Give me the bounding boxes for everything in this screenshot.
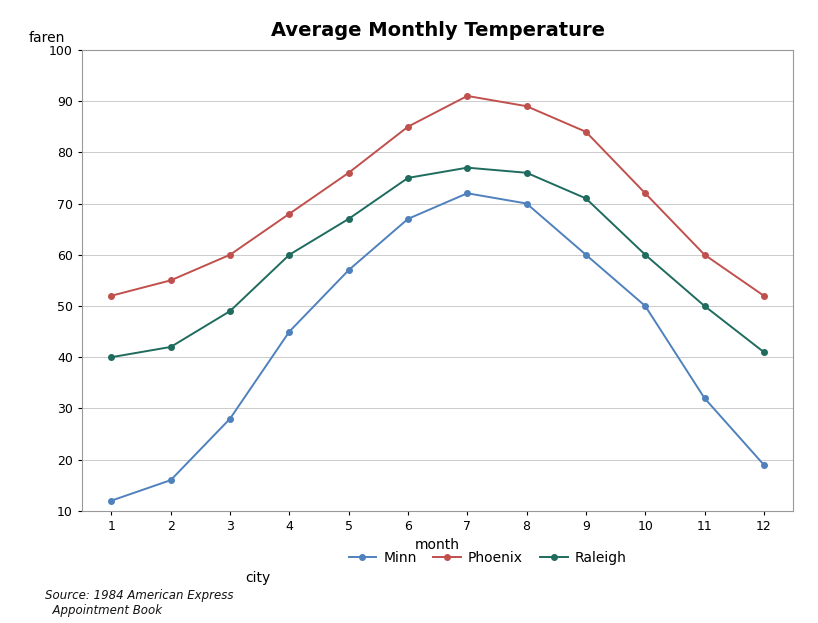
- Title: Average Monthly Temperature: Average Monthly Temperature: [271, 21, 605, 40]
- Text: Source: 1984 American Express
  Appointment Book: Source: 1984 American Express Appointmen…: [45, 589, 233, 617]
- Phoenix: [759, 292, 769, 300]
- Raleigh: [285, 251, 294, 259]
- Line: Raleigh: Raleigh: [109, 165, 766, 360]
- Raleigh: [106, 353, 116, 361]
- Phoenix: [462, 92, 472, 100]
- Minn: [699, 394, 709, 402]
- Text: city: city: [245, 571, 271, 585]
- Raleigh: [699, 302, 709, 310]
- Minn: [403, 215, 413, 222]
- Raleigh: [522, 169, 532, 176]
- Line: Minn: Minn: [109, 191, 766, 503]
- Phoenix: [522, 102, 532, 110]
- Legend: Minn, Phoenix, Raleigh: Minn, Phoenix, Raleigh: [343, 546, 631, 571]
- X-axis label: month: month: [415, 538, 461, 553]
- Line: Phoenix: Phoenix: [109, 93, 766, 298]
- Minn: [166, 477, 176, 484]
- Raleigh: [344, 215, 353, 222]
- Phoenix: [403, 123, 413, 130]
- Minn: [462, 189, 472, 197]
- Minn: [640, 302, 650, 310]
- Phoenix: [285, 210, 294, 217]
- Raleigh: [640, 251, 650, 259]
- Minn: [344, 267, 353, 274]
- Phoenix: [699, 251, 709, 259]
- Text: faren: faren: [29, 31, 65, 45]
- Phoenix: [106, 292, 116, 300]
- Phoenix: [225, 251, 235, 259]
- Minn: [581, 251, 591, 259]
- Minn: [106, 497, 116, 505]
- Raleigh: [759, 348, 769, 356]
- Minn: [759, 461, 769, 468]
- Raleigh: [403, 174, 413, 182]
- Raleigh: [581, 194, 591, 202]
- Phoenix: [581, 128, 591, 136]
- Raleigh: [462, 164, 472, 171]
- Phoenix: [344, 169, 353, 176]
- Minn: [285, 328, 294, 335]
- Phoenix: [166, 277, 176, 284]
- Minn: [225, 415, 235, 422]
- Raleigh: [166, 343, 176, 351]
- Minn: [522, 200, 532, 207]
- Raleigh: [225, 307, 235, 315]
- Phoenix: [640, 189, 650, 197]
